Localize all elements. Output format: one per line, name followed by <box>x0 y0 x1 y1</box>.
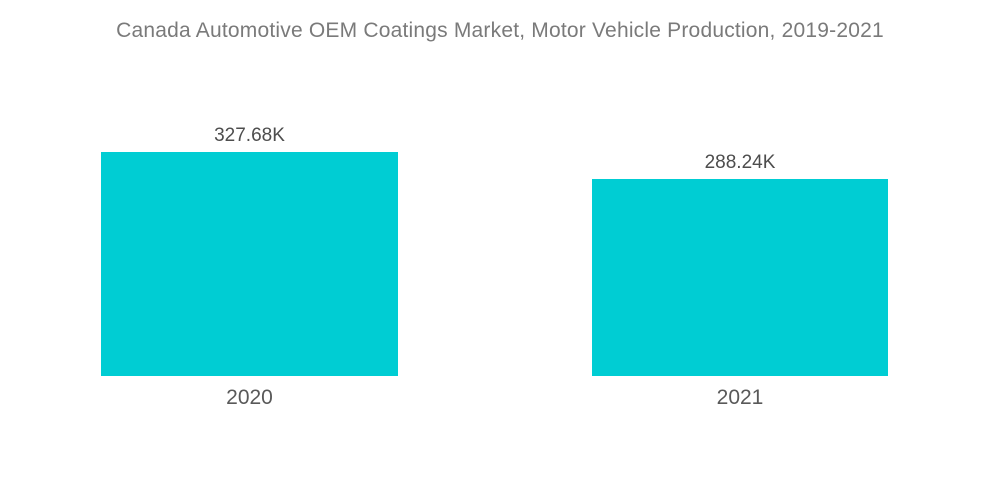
bar-column-2021: 288.24K <box>592 152 888 376</box>
bar-2020 <box>101 152 398 376</box>
bar-2021 <box>592 179 888 376</box>
category-label-2021: 2021 <box>716 386 764 409</box>
category-label-2020: 2020 <box>226 386 273 409</box>
value-label-2021: 288.24K <box>704 152 776 174</box>
chart-title: Canada Automotive OEM Coatings Market, M… <box>116 19 884 42</box>
value-label-2020: 327.68K <box>214 125 285 147</box>
bar-column-2020: 327.68K <box>101 125 398 376</box>
